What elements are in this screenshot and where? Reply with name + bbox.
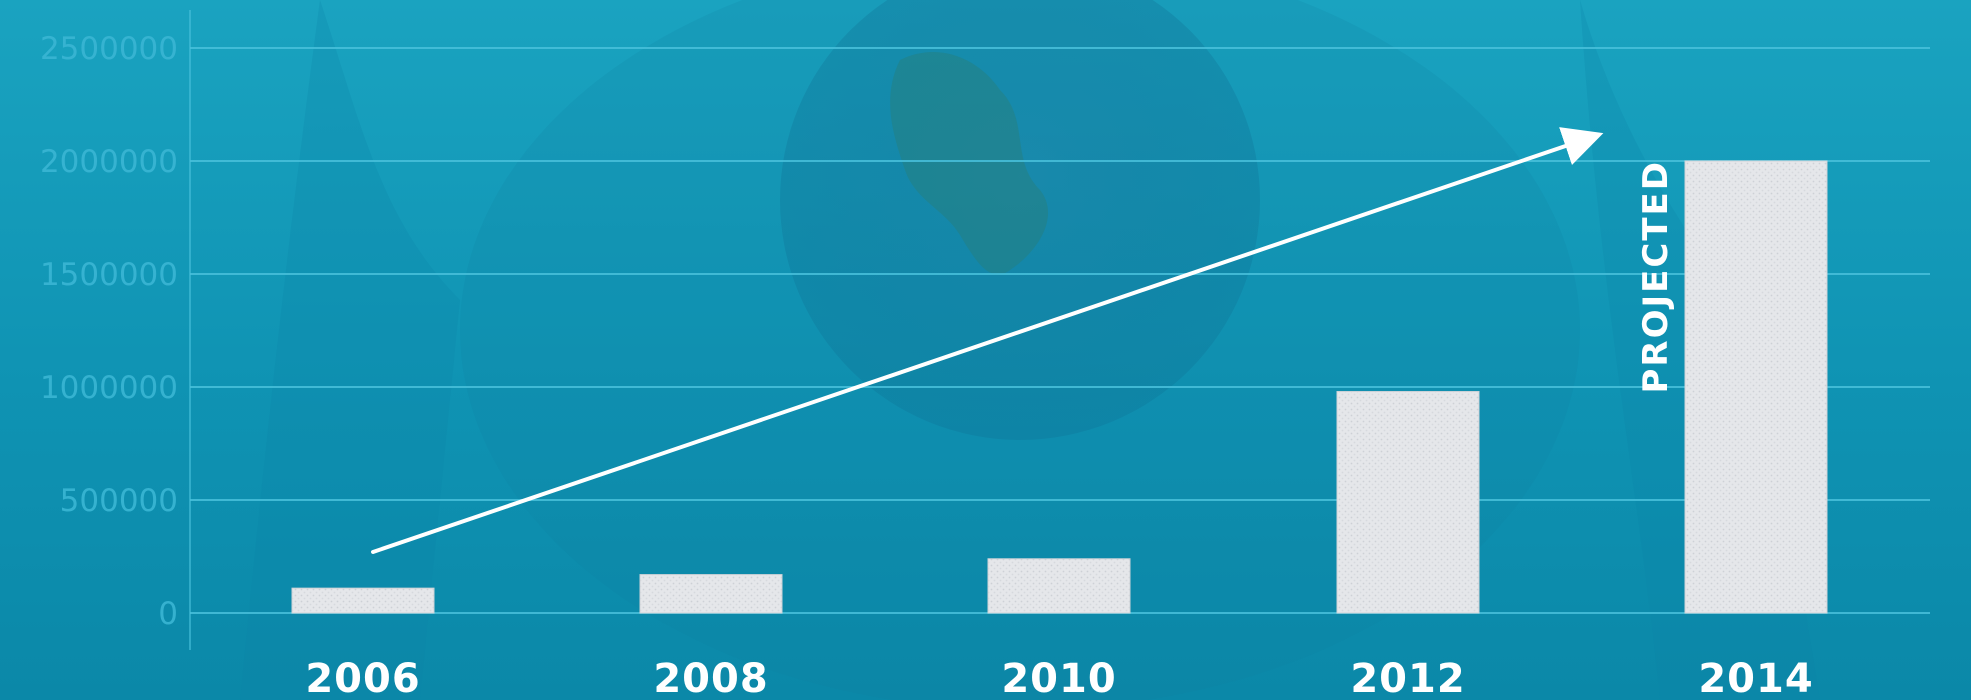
- y-tick-label: 1000000: [40, 370, 178, 406]
- y-tick-label: 2500000: [40, 31, 178, 67]
- x-tick-label: 2006: [305, 656, 420, 700]
- background-decoration: [240, 0, 1820, 700]
- bar: [1684, 160, 1828, 614]
- x-tick-label: 2008: [653, 656, 768, 700]
- x-tick-label: 2014: [1698, 656, 1813, 700]
- bar: [639, 574, 783, 614]
- bar: [1336, 391, 1480, 614]
- y-tick-label: 0: [158, 596, 178, 632]
- y-tick-label: 1500000: [40, 257, 178, 293]
- bars: [291, 160, 1828, 614]
- bar: [987, 558, 1131, 614]
- y-axis-ticks: 0 500000 1000000 1500000 2000000 2500000: [40, 31, 178, 632]
- x-tick-label: 2012: [1350, 656, 1465, 700]
- y-tick-label: 2000000: [40, 144, 178, 180]
- x-tick-label: 2010: [1001, 656, 1116, 700]
- projected-label: PROJECTED: [1636, 160, 1676, 393]
- y-tick-label: 500000: [60, 483, 178, 519]
- trend-arrow-group: [371, 127, 1604, 554]
- annotations: PROJECTED: [1636, 160, 1676, 393]
- x-axis-labels: 2006 2008 2010 2012 2014: [305, 656, 1813, 700]
- bar: [291, 587, 435, 614]
- trend-arrow: [371, 127, 1604, 554]
